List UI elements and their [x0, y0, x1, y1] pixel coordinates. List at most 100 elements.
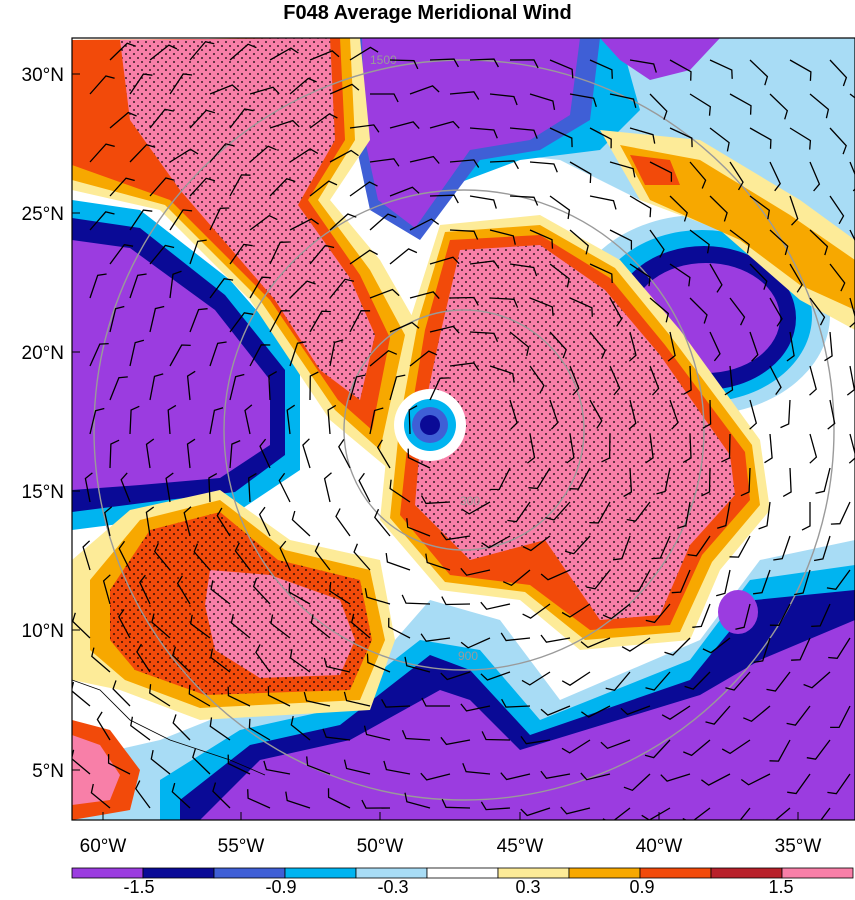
wind-barb [769, 229, 789, 256]
wind-barb [229, 108, 254, 129]
wind-barb [89, 342, 109, 367]
wind-barb [809, 433, 818, 464]
wind-barb [629, 59, 657, 73]
wind-barb [725, 671, 751, 691]
wind-barb [809, 297, 826, 326]
wind-barb [82, 540, 91, 571]
coastline [72, 679, 266, 776]
wind-barb [589, 263, 613, 284]
wind-barb [569, 93, 597, 107]
wind-barb [656, 467, 671, 495]
wind-barb [815, 467, 831, 494]
wind-barb [702, 637, 731, 654]
wind-barb [210, 648, 231, 673]
wind-barb [389, 479, 411, 503]
wind-barb [189, 239, 207, 265]
wind-barb [667, 331, 676, 362]
wind-barb [186, 370, 196, 401]
wind-barb [327, 788, 351, 809]
wind-barb [322, 728, 351, 741]
x-label-60w: 60°W [80, 836, 127, 857]
wind-barb [370, 93, 399, 103]
wind-barb [259, 438, 271, 469]
colorbar-swatch [781, 867, 854, 879]
wind-barb [169, 73, 193, 95]
wind-barb [520, 807, 551, 817]
wind-barb [109, 177, 135, 197]
wind-barb [569, 161, 592, 184]
wind-barb [389, 186, 420, 197]
wind-barb [409, 350, 438, 367]
wind-barb [764, 433, 773, 464]
wind-barb [826, 569, 851, 591]
wind-barb [350, 613, 371, 639]
wind-barb [769, 365, 782, 395]
wind-barb [460, 703, 491, 712]
wind-barb [369, 213, 397, 231]
wind-barb [289, 218, 319, 231]
wind-barb [130, 716, 151, 741]
wind-barb [480, 601, 511, 610]
wind-barb [169, 344, 191, 367]
y-axis: 30°N 25°N 20°N 15°N 10°N 5°N [22, 65, 80, 782]
wind-barb [421, 697, 450, 707]
wind-barb [629, 569, 651, 592]
wind-barb [806, 739, 831, 760]
wind-barb [709, 263, 723, 293]
wind-barb [729, 161, 744, 191]
wind-barb [813, 535, 831, 562]
wind-barb [580, 772, 611, 781]
wind-barb [149, 177, 175, 197]
wind-barb [569, 297, 593, 317]
wind-barb [389, 321, 420, 333]
wind-barb [267, 686, 291, 707]
wind-barb [269, 178, 296, 197]
wind-barb [409, 218, 440, 231]
wind-barb [701, 467, 711, 497]
x-label-40w: 40°W [636, 836, 683, 857]
wind-barb [824, 331, 833, 362]
wind-barb [149, 44, 178, 61]
wind-barb [729, 297, 746, 326]
wind-barb [529, 161, 558, 173]
wind-barb [549, 331, 567, 359]
colorbar [71, 867, 854, 879]
wind-barb [827, 773, 851, 795]
wind-barb [692, 603, 711, 628]
wind-barb [522, 603, 551, 619]
wind-barb [809, 229, 829, 256]
wind-barb [545, 501, 571, 521]
wind-barb [829, 127, 847, 155]
wind-barb [153, 543, 171, 571]
wind-barb [809, 365, 817, 396]
wind-barb [183, 506, 192, 537]
wind-barb [343, 759, 371, 775]
wind-barb [409, 155, 440, 164]
wind-barb [169, 270, 182, 299]
wind-barb [291, 510, 311, 537]
wind-barb [189, 614, 211, 639]
wind-barb [789, 195, 799, 226]
wind-barb [376, 439, 391, 469]
wind-barb [389, 374, 406, 401]
wind-barb [469, 260, 500, 269]
x-label-35w: 35°W [775, 836, 822, 857]
wind-barb [780, 399, 791, 429]
wind-barb [249, 276, 272, 299]
wind-barb [480, 801, 511, 811]
field-sw-corner-pink [72, 735, 120, 805]
wind-barb [349, 124, 380, 133]
wind-barb [829, 263, 846, 292]
wind-barb [521, 671, 551, 686]
wind-barb [249, 344, 271, 367]
wind-barb [509, 59, 539, 69]
wind-barb [249, 214, 278, 231]
field-south-purple [200, 620, 855, 820]
wind-barb [145, 438, 155, 469]
wind-barb [689, 93, 711, 116]
wind-barb [441, 798, 471, 809]
wind-barb [749, 127, 772, 149]
wind-barb [589, 331, 606, 360]
wind-barb [489, 365, 515, 383]
wind-barb [481, 731, 511, 741]
